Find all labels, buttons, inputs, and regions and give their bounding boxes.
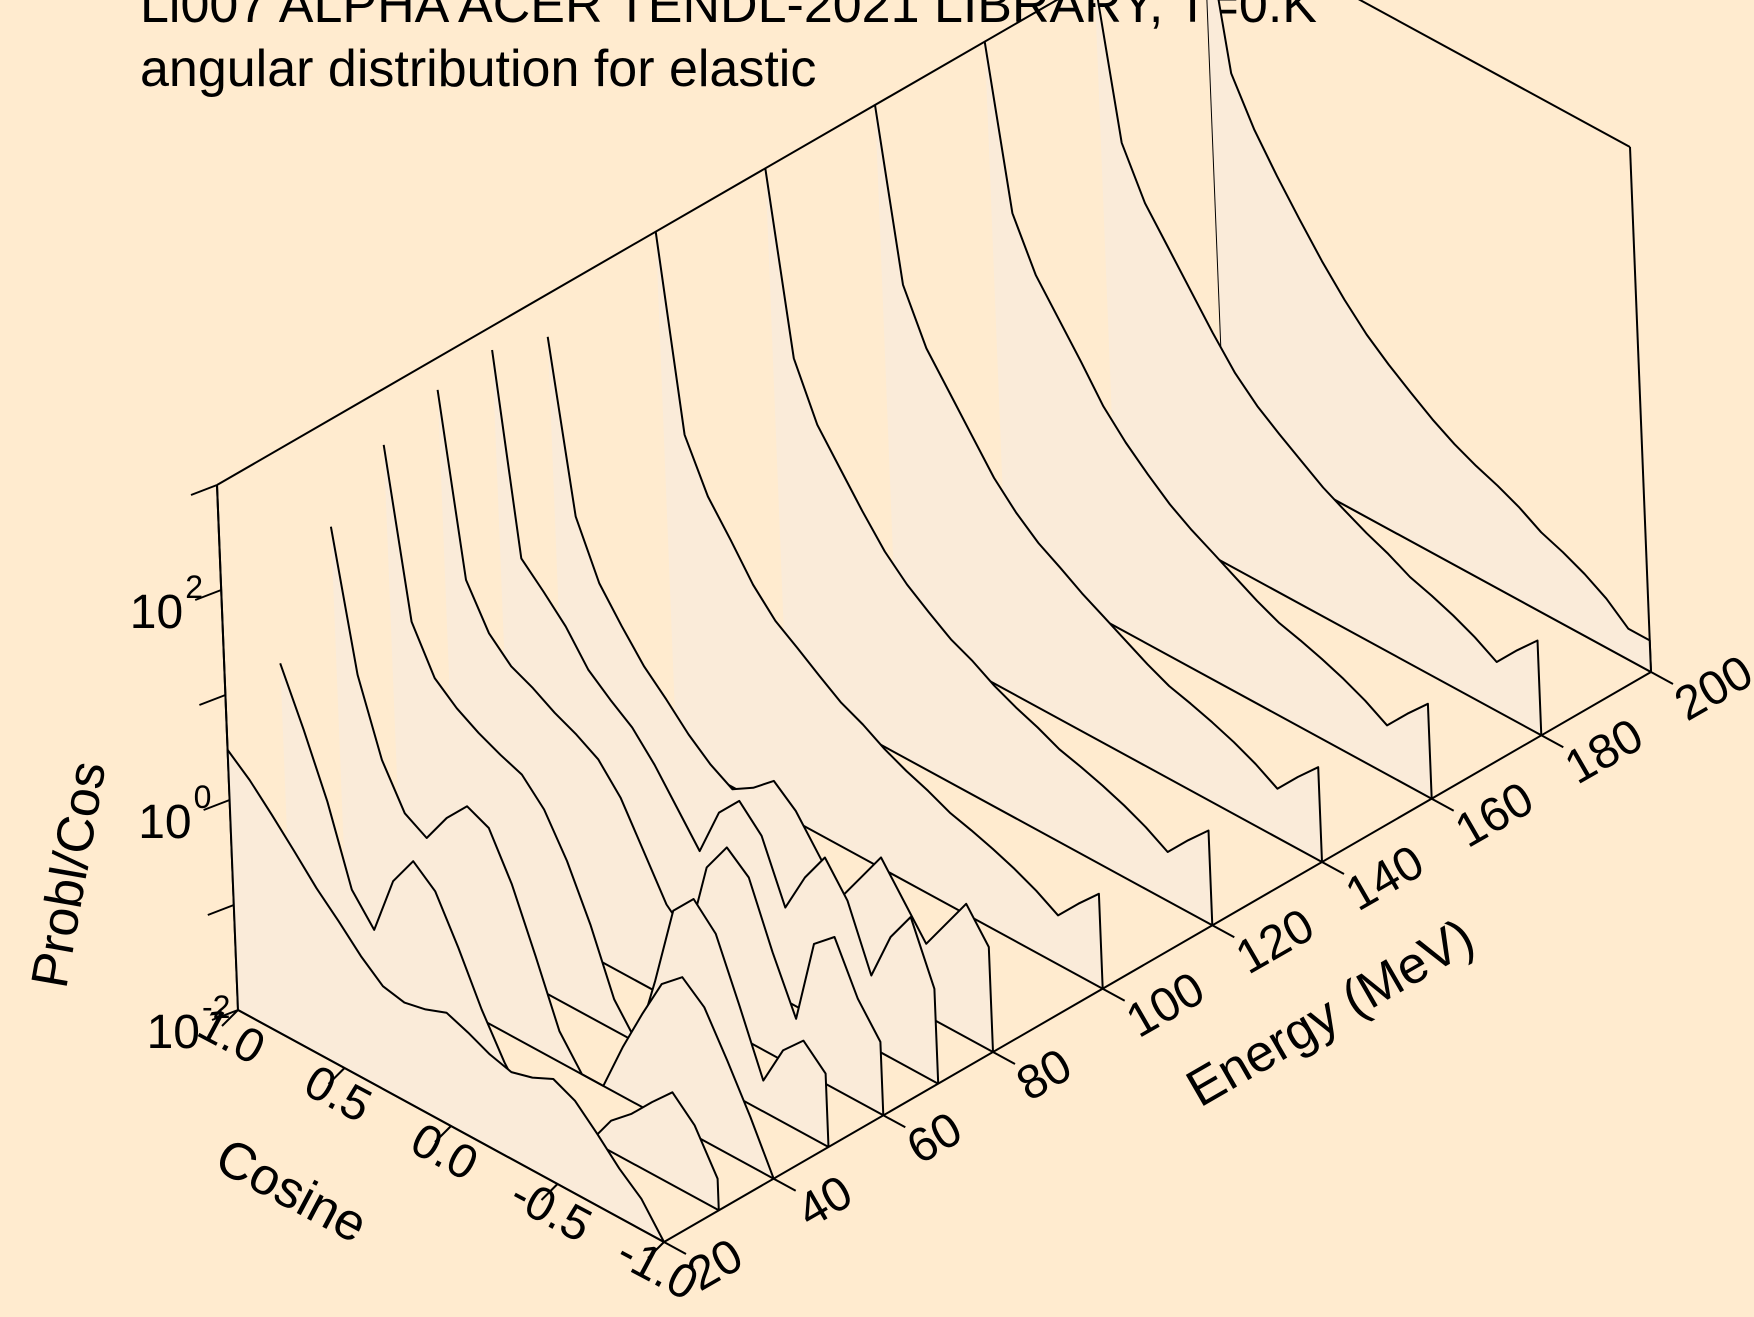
z-tick-exponent: -2	[202, 989, 230, 1025]
z-tick-label: 10	[138, 796, 191, 849]
z-tick-label: 10	[130, 586, 183, 639]
z-tick-exponent: 0	[194, 779, 212, 815]
z-tick-exponent: 2	[185, 569, 203, 605]
chart-title: Li007 ALPHA ACER TENDL-2021 LIBRARY, T=0…	[140, 0, 1317, 34]
z-tick-label: 10	[147, 1006, 200, 1059]
chart-subtitle: angular distribution for elastic	[140, 40, 816, 98]
